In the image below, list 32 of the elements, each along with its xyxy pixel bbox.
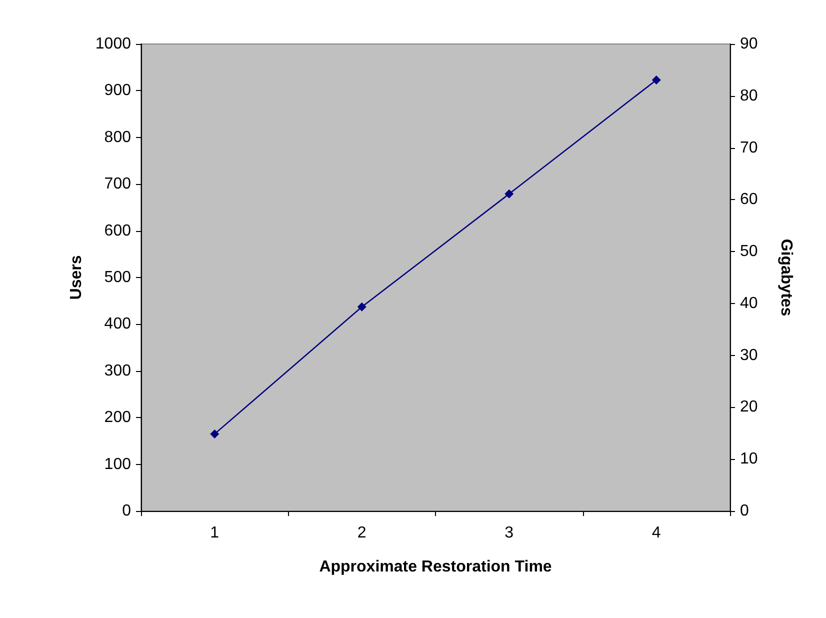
y2-tick-label: 80: [740, 87, 758, 104]
point: [210, 429, 220, 438]
point: [652, 75, 661, 84]
y-tick-label: 900: [104, 82, 132, 100]
y-tick-label: 800: [104, 128, 132, 146]
y-tick-label: 700: [104, 176, 132, 193]
x-tick-label: 2: [357, 524, 366, 542]
y2-tick-label: 30: [740, 346, 758, 364]
x-tick-label: 4: [652, 524, 661, 542]
y2-tick-label: 10: [740, 450, 758, 468]
y-tick-label: 100: [104, 456, 132, 473]
y-tick-label: 0: [122, 502, 132, 520]
y-tick-label: 600: [104, 222, 132, 240]
y-tick-label: 1000: [95, 36, 132, 52]
x-tick-label: 3: [504, 524, 514, 542]
y2-axis-title: Gigabytes: [778, 238, 794, 316]
y2-tick-label: 20: [740, 398, 758, 416]
y2-tick-label: 90: [740, 36, 758, 52]
point: [504, 189, 514, 198]
y-axis-title: Users: [68, 255, 86, 300]
y-tick-label: 300: [104, 362, 132, 380]
y2-tick-label: 0: [740, 502, 749, 520]
x-axis-title: Approximate Restoration Time: [319, 558, 552, 576]
y2-tick-label: 60: [740, 191, 758, 208]
point: [357, 302, 366, 312]
y-tick-label: 500: [104, 269, 132, 286]
y2-tick-label: 40: [740, 294, 758, 312]
y-tick-label: 400: [104, 316, 132, 333]
y2-tick-label: 50: [740, 243, 758, 260]
x-tick-label: 1: [210, 524, 220, 542]
y-tick-label: 200: [104, 409, 132, 426]
y2-tick-label: 70: [740, 139, 758, 156]
